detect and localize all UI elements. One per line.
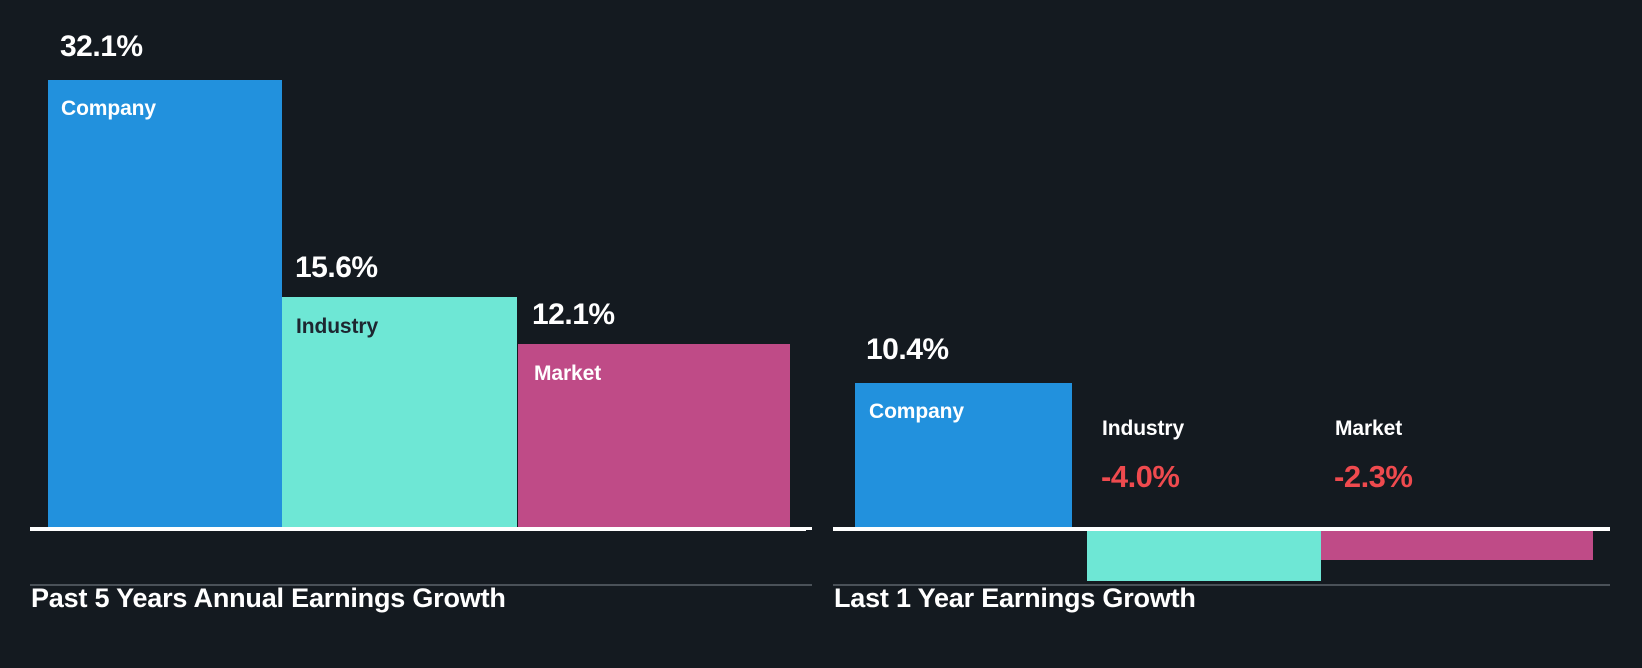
plot-area-right: 10.4% Company Industry -4.0% Market -2.3…	[800, 0, 1642, 586]
value-label-industry: 15.6%	[295, 251, 378, 284]
chart-title-last-1-year: Last 1 Year Earnings Growth	[834, 583, 1196, 613]
zero-axis-tick	[800, 527, 812, 530]
bar-company[interactable]: Company	[48, 80, 282, 528]
bar-label-industry: Industry	[1102, 417, 1185, 440]
bar-market[interactable]	[1321, 531, 1593, 560]
bar-label-company: Company	[869, 400, 964, 423]
value-label-company: 32.1%	[60, 30, 143, 63]
axis-separator-line	[833, 584, 1610, 586]
bar-industry[interactable]: Industry	[282, 297, 517, 528]
value-label-market: 12.1%	[532, 298, 615, 331]
bar-industry[interactable]	[1087, 531, 1321, 581]
bar-label-market: Market	[534, 362, 602, 385]
bar-label-company: Company	[61, 97, 156, 120]
chart-title-past-5-years: Past 5 Years Annual Earnings Growth	[31, 583, 506, 613]
value-label-market: -2.3%	[1334, 459, 1413, 494]
chart-panel-last-1-year: 10.4% Company Industry -4.0% Market -2.3…	[800, 0, 1642, 668]
bar-label-market: Market	[1335, 417, 1403, 440]
axis-separator-tick	[800, 584, 812, 586]
value-label-company: 10.4%	[866, 333, 949, 366]
value-label-industry: -4.0%	[1101, 459, 1180, 494]
zero-axis-line	[30, 527, 806, 531]
bar-market[interactable]: Market	[518, 344, 790, 528]
chart-panel-past-5-years: 32.1% Company 15.6% Industry 12.1% Marke…	[0, 0, 806, 668]
axis-separator-line	[30, 584, 806, 586]
bar-company[interactable]: Company	[855, 383, 1072, 528]
bar-label-industry: Industry	[296, 315, 379, 338]
plot-area-left: 32.1% Company 15.6% Industry 12.1% Marke…	[0, 0, 806, 586]
zero-axis-line	[833, 527, 1610, 531]
